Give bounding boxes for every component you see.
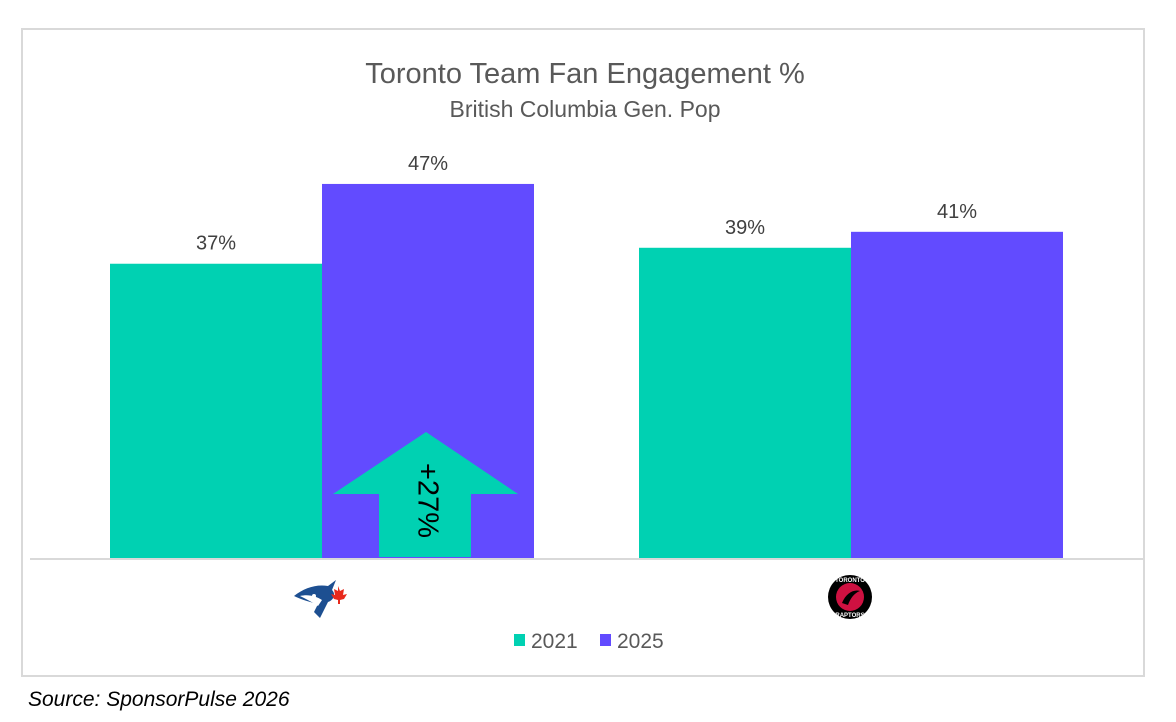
chart-title: Toronto Team Fan Engagement % [365, 58, 805, 90]
data-label-2021-0: 37% [196, 233, 236, 255]
svg-text:TORONTO: TORONTO [835, 578, 865, 584]
data-label-2025-0: 47% [408, 153, 448, 175]
chart-frame [21, 28, 1145, 677]
legend: 2021 2025 [514, 630, 664, 653]
legend-label-2025: 2025 [617, 630, 664, 653]
svg-text:RAPTORS: RAPTORS [835, 613, 864, 619]
legend-label-2021: 2021 [531, 630, 578, 653]
growth-annotation: +27% [411, 463, 443, 538]
bar-2025-1 [851, 231, 1063, 559]
raptors-logo: TORONTO RAPTORS [828, 575, 872, 619]
legend-swatch-2025 [600, 634, 611, 646]
bar-2021-1 [639, 247, 851, 559]
data-label-2025-1: 41% [937, 201, 977, 223]
data-label-2021-1: 39% [725, 217, 765, 239]
legend-swatch-2021 [514, 634, 525, 646]
source-note: Source: SponsorPulse 2026 [28, 688, 290, 711]
chart-subtitle: British Columbia Gen. Pop [449, 96, 720, 122]
bar-2021-0 [110, 263, 322, 559]
up-arrow-icon [333, 432, 518, 557]
blue-jays-logo [294, 580, 347, 618]
